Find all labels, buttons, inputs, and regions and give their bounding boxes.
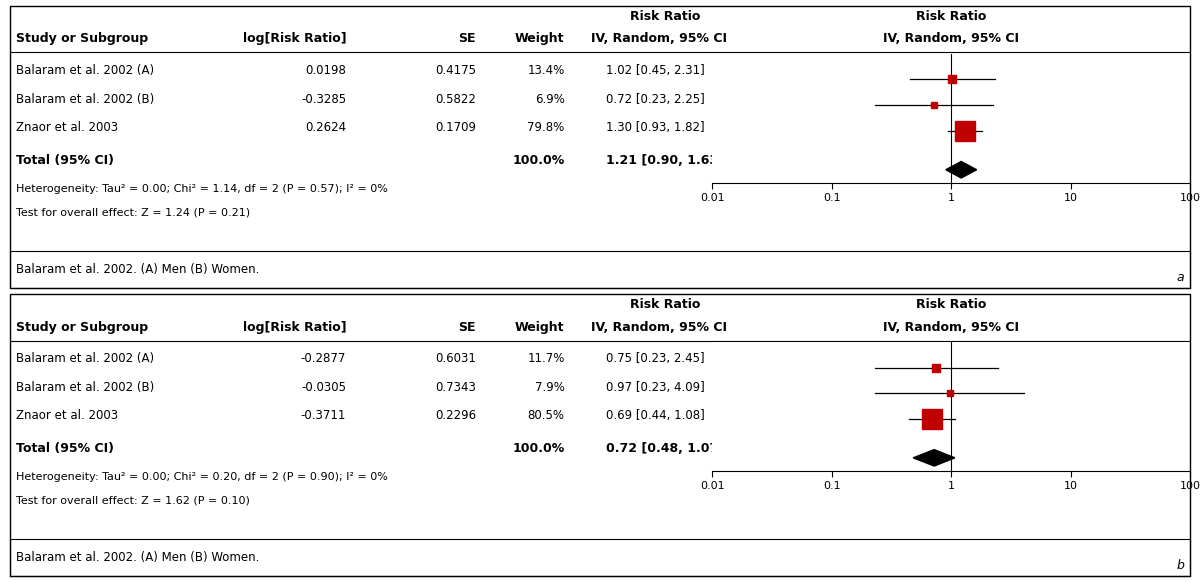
Text: b: b bbox=[1177, 559, 1184, 572]
Text: IV, Random, 95% CI: IV, Random, 95% CI bbox=[883, 321, 1019, 333]
Text: Risk Ratio: Risk Ratio bbox=[630, 299, 700, 311]
Text: Balaram et al. 2002 (B): Balaram et al. 2002 (B) bbox=[16, 381, 154, 394]
Text: Weight: Weight bbox=[515, 33, 564, 45]
Text: -0.3285: -0.3285 bbox=[301, 93, 346, 106]
Text: IV, Random, 95% CI: IV, Random, 95% CI bbox=[592, 33, 727, 45]
Text: 0.0198: 0.0198 bbox=[305, 65, 346, 77]
Text: log[Risk Ratio]: log[Risk Ratio] bbox=[242, 33, 346, 45]
Polygon shape bbox=[946, 161, 977, 178]
Text: Risk Ratio: Risk Ratio bbox=[916, 299, 986, 311]
Polygon shape bbox=[913, 449, 955, 466]
Text: 0.1709: 0.1709 bbox=[436, 121, 476, 134]
Text: a: a bbox=[1177, 271, 1184, 283]
Text: 0.75 [0.23, 2.45]: 0.75 [0.23, 2.45] bbox=[606, 353, 704, 365]
Text: IV, Random, 95% CI: IV, Random, 95% CI bbox=[883, 33, 1019, 45]
Text: 0.2624: 0.2624 bbox=[305, 121, 346, 134]
Text: 100.0%: 100.0% bbox=[512, 442, 564, 455]
Text: Risk Ratio: Risk Ratio bbox=[630, 10, 700, 23]
Text: Test for overall effect: Z = 1.24 (P = 0.21): Test for overall effect: Z = 1.24 (P = 0… bbox=[16, 207, 250, 217]
Text: Balaram et al. 2002 (B): Balaram et al. 2002 (B) bbox=[16, 93, 154, 106]
Text: -0.3711: -0.3711 bbox=[301, 409, 346, 422]
Text: 0.5822: 0.5822 bbox=[436, 93, 476, 106]
Text: 7.9%: 7.9% bbox=[535, 381, 564, 394]
Text: Study or Subgroup: Study or Subgroup bbox=[16, 321, 148, 333]
Text: 0.4175: 0.4175 bbox=[436, 65, 476, 77]
Text: Study or Subgroup: Study or Subgroup bbox=[16, 33, 148, 45]
Text: log[Risk Ratio]: log[Risk Ratio] bbox=[242, 321, 346, 333]
Text: 1.21 [0.90, 1.63]: 1.21 [0.90, 1.63] bbox=[606, 154, 724, 167]
Text: Heterogeneity: Tau² = 0.00; Chi² = 1.14, df = 2 (P = 0.57); I² = 0%: Heterogeneity: Tau² = 0.00; Chi² = 1.14,… bbox=[16, 184, 388, 194]
Text: 11.7%: 11.7% bbox=[527, 353, 564, 365]
Text: Balaram et al. 2002. (A) Men (B) Women.: Balaram et al. 2002. (A) Men (B) Women. bbox=[16, 263, 259, 276]
Text: -0.2877: -0.2877 bbox=[301, 353, 346, 365]
Text: 1.02 [0.45, 2.31]: 1.02 [0.45, 2.31] bbox=[606, 65, 704, 77]
Text: Balaram et al. 2002 (A): Balaram et al. 2002 (A) bbox=[16, 353, 154, 365]
Text: Heterogeneity: Tau² = 0.00; Chi² = 0.20, df = 2 (P = 0.90); I² = 0%: Heterogeneity: Tau² = 0.00; Chi² = 0.20,… bbox=[16, 472, 388, 482]
Text: Test for overall effect: Z = 1.62 (P = 0.10): Test for overall effect: Z = 1.62 (P = 0… bbox=[16, 495, 250, 505]
Text: SE: SE bbox=[458, 33, 476, 45]
Text: 0.97 [0.23, 4.09]: 0.97 [0.23, 4.09] bbox=[606, 381, 704, 394]
Text: SE: SE bbox=[458, 321, 476, 333]
Text: 6.9%: 6.9% bbox=[535, 93, 564, 106]
Text: 79.8%: 79.8% bbox=[527, 121, 564, 134]
Text: 0.2296: 0.2296 bbox=[434, 409, 476, 422]
Text: 0.6031: 0.6031 bbox=[436, 353, 476, 365]
Text: Total (95% CI): Total (95% CI) bbox=[16, 442, 114, 455]
Text: 100.0%: 100.0% bbox=[512, 154, 564, 167]
Text: Znaor et al. 2003: Znaor et al. 2003 bbox=[16, 409, 118, 422]
Text: 13.4%: 13.4% bbox=[527, 65, 564, 77]
Text: 0.7343: 0.7343 bbox=[436, 381, 476, 394]
Text: Balaram et al. 2002. (A) Men (B) Women.: Balaram et al. 2002. (A) Men (B) Women. bbox=[16, 551, 259, 565]
Text: IV, Random, 95% CI: IV, Random, 95% CI bbox=[592, 321, 727, 333]
Text: 0.72 [0.23, 2.25]: 0.72 [0.23, 2.25] bbox=[606, 93, 704, 106]
Text: 0.72 [0.48, 1.07]: 0.72 [0.48, 1.07] bbox=[606, 442, 724, 455]
Text: Total (95% CI): Total (95% CI) bbox=[16, 154, 114, 167]
Text: Risk Ratio: Risk Ratio bbox=[916, 10, 986, 23]
Text: Balaram et al. 2002 (A): Balaram et al. 2002 (A) bbox=[16, 65, 154, 77]
Text: 1.30 [0.93, 1.82]: 1.30 [0.93, 1.82] bbox=[606, 121, 704, 134]
Text: -0.0305: -0.0305 bbox=[301, 381, 346, 394]
Text: 0.69 [0.44, 1.08]: 0.69 [0.44, 1.08] bbox=[606, 409, 704, 422]
Text: 80.5%: 80.5% bbox=[528, 409, 564, 422]
Text: Weight: Weight bbox=[515, 321, 564, 333]
Text: Znaor et al. 2003: Znaor et al. 2003 bbox=[16, 121, 118, 134]
